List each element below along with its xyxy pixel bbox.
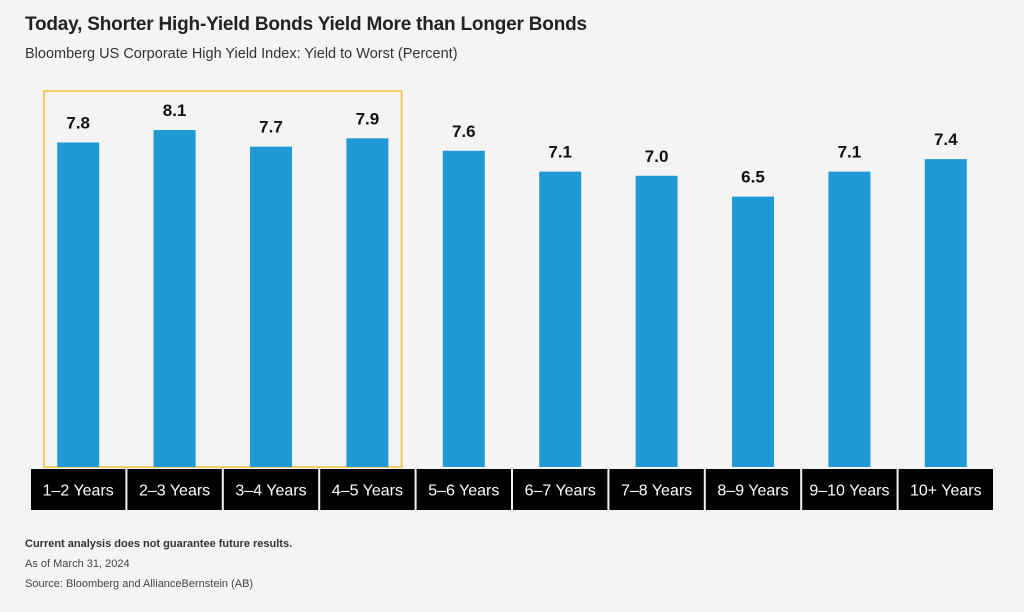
data-label-3: 7.7 [259, 118, 283, 137]
category-label-3: 3–4 Years [235, 483, 306, 500]
category-label-9: 9–10 Years [809, 483, 889, 500]
as-of-date: As of March 31, 2024 [25, 558, 130, 570]
data-label-6: 7.1 [548, 143, 572, 162]
chart-subtitle: Bloomberg US Corporate High Yield Index:… [25, 46, 458, 62]
data-label-1: 7.8 [66, 113, 90, 132]
category-label-10: 10+ Years [910, 483, 982, 500]
data-label-2: 8.1 [163, 101, 187, 120]
category-label-bg-8 [705, 469, 801, 510]
category-label-bg-4 [320, 469, 415, 510]
bar-2 [153, 130, 196, 467]
category-label-bg-2 [127, 469, 222, 510]
category-label-bg-5 [416, 469, 511, 510]
bar-4 [346, 138, 389, 467]
category-label-bg-7 [609, 469, 704, 510]
category-label-4: 4–5 Years [332, 483, 403, 500]
data-label-9: 7.1 [838, 143, 862, 162]
category-label-6: 6–7 Years [525, 483, 596, 500]
bar-9 [828, 171, 871, 468]
bar-6 [539, 171, 582, 468]
chart-title: Today, Shorter High-Yield Bonds Yield Mo… [25, 14, 587, 35]
data-label-7: 7.0 [645, 147, 669, 166]
disclaimer-note: Current analysis does not guarantee futu… [25, 538, 293, 550]
category-label-bg-6 [513, 469, 608, 510]
category-label-bg-1 [31, 469, 126, 510]
bar-1 [57, 142, 100, 467]
data-label-5: 7.6 [452, 122, 476, 141]
category-label-7: 7–8 Years [621, 483, 692, 500]
bar-10 [924, 159, 967, 467]
source-note: Source: Bloomberg and AllianceBernstein … [25, 578, 254, 590]
category-label-bg-10 [898, 469, 993, 510]
category-label-1: 1–2 Years [43, 483, 114, 500]
bar-5 [442, 150, 485, 467]
data-label-10: 7.4 [934, 130, 958, 149]
bar-8 [732, 196, 774, 467]
data-label-8: 6.5 [741, 168, 765, 187]
data-label-4: 7.9 [356, 109, 380, 128]
category-label-bg-9 [802, 469, 897, 510]
category-label-bg-3 [223, 469, 319, 510]
bar-3 [250, 146, 292, 467]
category-label-8: 8–9 Years [717, 483, 788, 500]
category-label-2: 2–3 Years [139, 483, 210, 500]
highlight-box [43, 90, 403, 468]
bar-7 [635, 175, 678, 467]
category-label-5: 5–6 Years [428, 483, 499, 500]
